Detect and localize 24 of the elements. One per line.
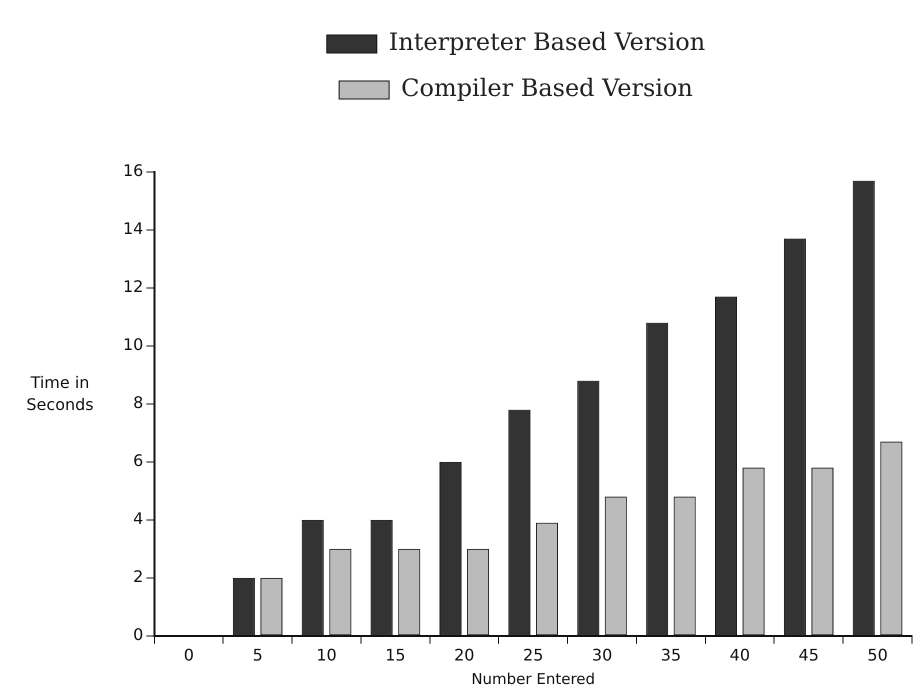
legend-label: Interpreter Based Version (388, 28, 706, 56)
x-tick-label: 20 (454, 646, 474, 665)
legend-label: Compiler Based Version (401, 74, 693, 102)
y-tick-label: 14 (123, 219, 144, 238)
y-tick-label: 4 (133, 509, 144, 528)
x-tick-label: 45 (798, 646, 819, 665)
x-tick-label: 25 (523, 646, 544, 665)
y-tick-label: 8 (133, 393, 144, 412)
x-tick-label: 0 (184, 646, 194, 665)
x-axis-title: Number Entered (471, 670, 596, 688)
y-tick-label: 0 (133, 624, 144, 644)
y-tick-label: 10 (123, 335, 144, 354)
x-tick-label: 15 (385, 646, 406, 665)
x-tick-label: 40 (730, 646, 750, 665)
x-tick-label: 5 (252, 646, 263, 665)
y-tick-label: 2 (133, 566, 144, 586)
x-tick-label: 30 (592, 646, 612, 665)
y-tick-label: 6 (133, 451, 144, 470)
y-axis-title: Time in Seconds (25, 372, 95, 416)
y-tick-label: 16 (123, 161, 144, 180)
x-tick-label: 50 (867, 646, 888, 665)
y-tick-label: 12 (123, 277, 144, 296)
x-tick-label: 10 (316, 646, 337, 665)
x-tick-label: 35 (660, 646, 682, 665)
